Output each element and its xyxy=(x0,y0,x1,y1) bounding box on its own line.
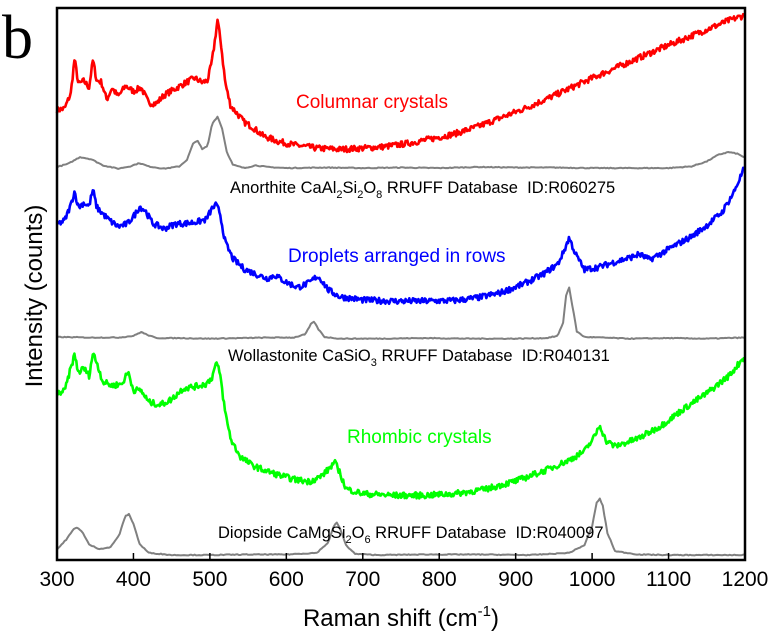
label-rhombic-crystals: Rhombic crystals xyxy=(347,427,492,448)
series-line-columnar-0 xyxy=(55,12,746,154)
x-tick-label: 900 xyxy=(498,568,533,591)
x-tick-label: 1000 xyxy=(569,568,616,591)
x-tick-label: 1100 xyxy=(646,568,691,591)
panel-label: b xyxy=(2,4,33,72)
x-tick-label: 500 xyxy=(192,568,227,591)
series-line-anorthite-1 xyxy=(56,115,746,170)
series-line-diopside-5 xyxy=(56,497,746,557)
label-droplets-arranged-in-rows: Droplets arranged in rows xyxy=(288,246,506,267)
x-tick-label: 800 xyxy=(422,568,457,591)
x-tick-label: 1200 xyxy=(722,568,769,591)
series-line-wollastonite-3 xyxy=(56,286,746,340)
series-line-droplets-2 xyxy=(55,166,745,306)
series-layer xyxy=(55,12,746,557)
x-ticks: 300 400 500 600 700 800 900 1000 1100 1200 xyxy=(39,553,768,591)
y-axis-title: Intensity (counts) xyxy=(21,205,48,388)
x-tick-label: 300 xyxy=(39,568,74,591)
label-wollastonite-reference: Wollastonite CaSiO3 RRUFF Database ID:R0… xyxy=(228,347,610,369)
series-line-rhombic-4 xyxy=(55,352,746,500)
x-tick-label: 400 xyxy=(116,568,151,591)
x-tick-label: 600 xyxy=(269,568,304,591)
label-diopside-reference: Diopside CaMgSi2O6 RRUFF Database ID:R04… xyxy=(218,524,604,546)
label-anorthite-reference: Anorthite CaAl2Si2O8 RRUFF Database ID:R… xyxy=(230,179,615,201)
x-tick-label: 700 xyxy=(345,568,380,591)
x-axis-title: Raman shift (cm-1) xyxy=(303,603,499,632)
label-columnar-crystals: Columnar crystals xyxy=(296,92,448,113)
plot-frame xyxy=(55,6,747,562)
